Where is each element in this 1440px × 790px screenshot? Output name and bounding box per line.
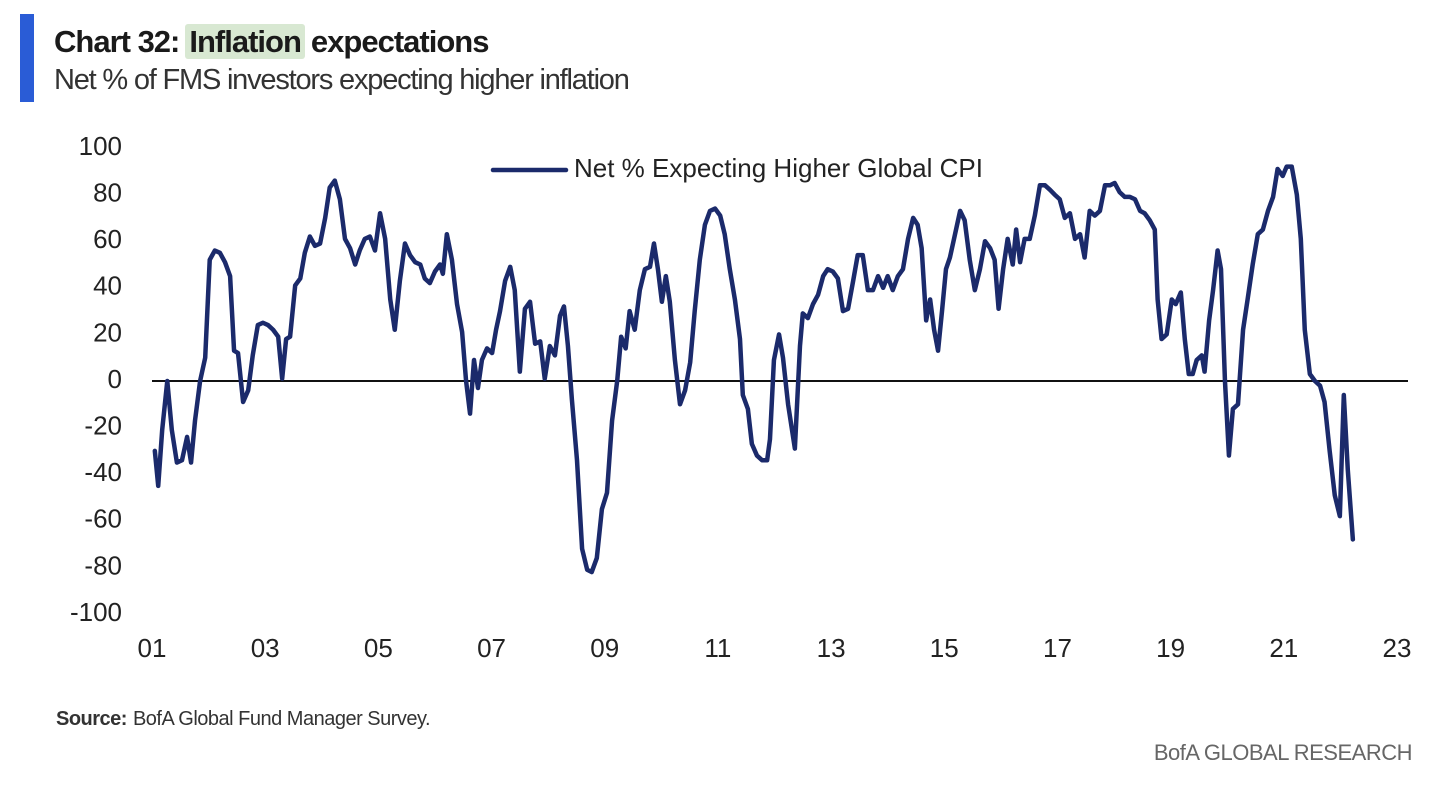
- chart-subtitle: Net % of FMS investors expecting higher …: [54, 64, 630, 96]
- y-tick-label: 100: [79, 131, 122, 161]
- y-tick-label: 40: [93, 271, 122, 301]
- legend-label: Net % Expecting Higher Global CPI: [574, 153, 983, 183]
- title-part: expectations: [310, 24, 490, 59]
- y-tick-label: 20: [93, 317, 122, 347]
- y-tick-label: -100: [70, 597, 122, 627]
- x-tick-label: 01: [138, 633, 167, 663]
- x-tick-label: 19: [1156, 633, 1185, 663]
- x-tick-label: 13: [817, 633, 846, 663]
- source-label: Source:: [56, 708, 127, 730]
- title-highlight: Inflation: [185, 24, 305, 59]
- y-tick-label: -40: [84, 457, 122, 487]
- x-tick-label: 15: [930, 633, 959, 663]
- y-tick-label: -20: [84, 410, 122, 440]
- x-tick-label: 07: [477, 633, 506, 663]
- x-tick-label: 09: [590, 633, 619, 663]
- brand: BofA GLOBAL RESEARCH: [1153, 740, 1413, 765]
- y-tick-label: -60: [84, 504, 122, 534]
- y-tick-label: -80: [84, 550, 122, 580]
- y-tick-label: 60: [93, 224, 122, 254]
- x-tick-label: 23: [1383, 633, 1412, 663]
- y-tick-label: 0: [108, 364, 122, 394]
- source: Source: BofA Global Fund Manager Survey.: [56, 708, 431, 731]
- data-line: [152, 164, 1356, 575]
- x-tick-label: 11: [704, 633, 731, 663]
- source-text: BofA Global Fund Manager Survey.: [132, 708, 431, 730]
- y-tick-label: 80: [93, 177, 122, 207]
- chart-title: Chart 32: Inflation expectations: [54, 24, 494, 60]
- x-tick-label: 21: [1269, 633, 1298, 663]
- x-tick-label: 05: [364, 633, 393, 663]
- title-part: Chart 32:: [54, 24, 180, 59]
- x-tick-label: 03: [251, 633, 280, 663]
- accent-bar: [20, 14, 34, 102]
- x-tick-label: 17: [1043, 633, 1072, 663]
